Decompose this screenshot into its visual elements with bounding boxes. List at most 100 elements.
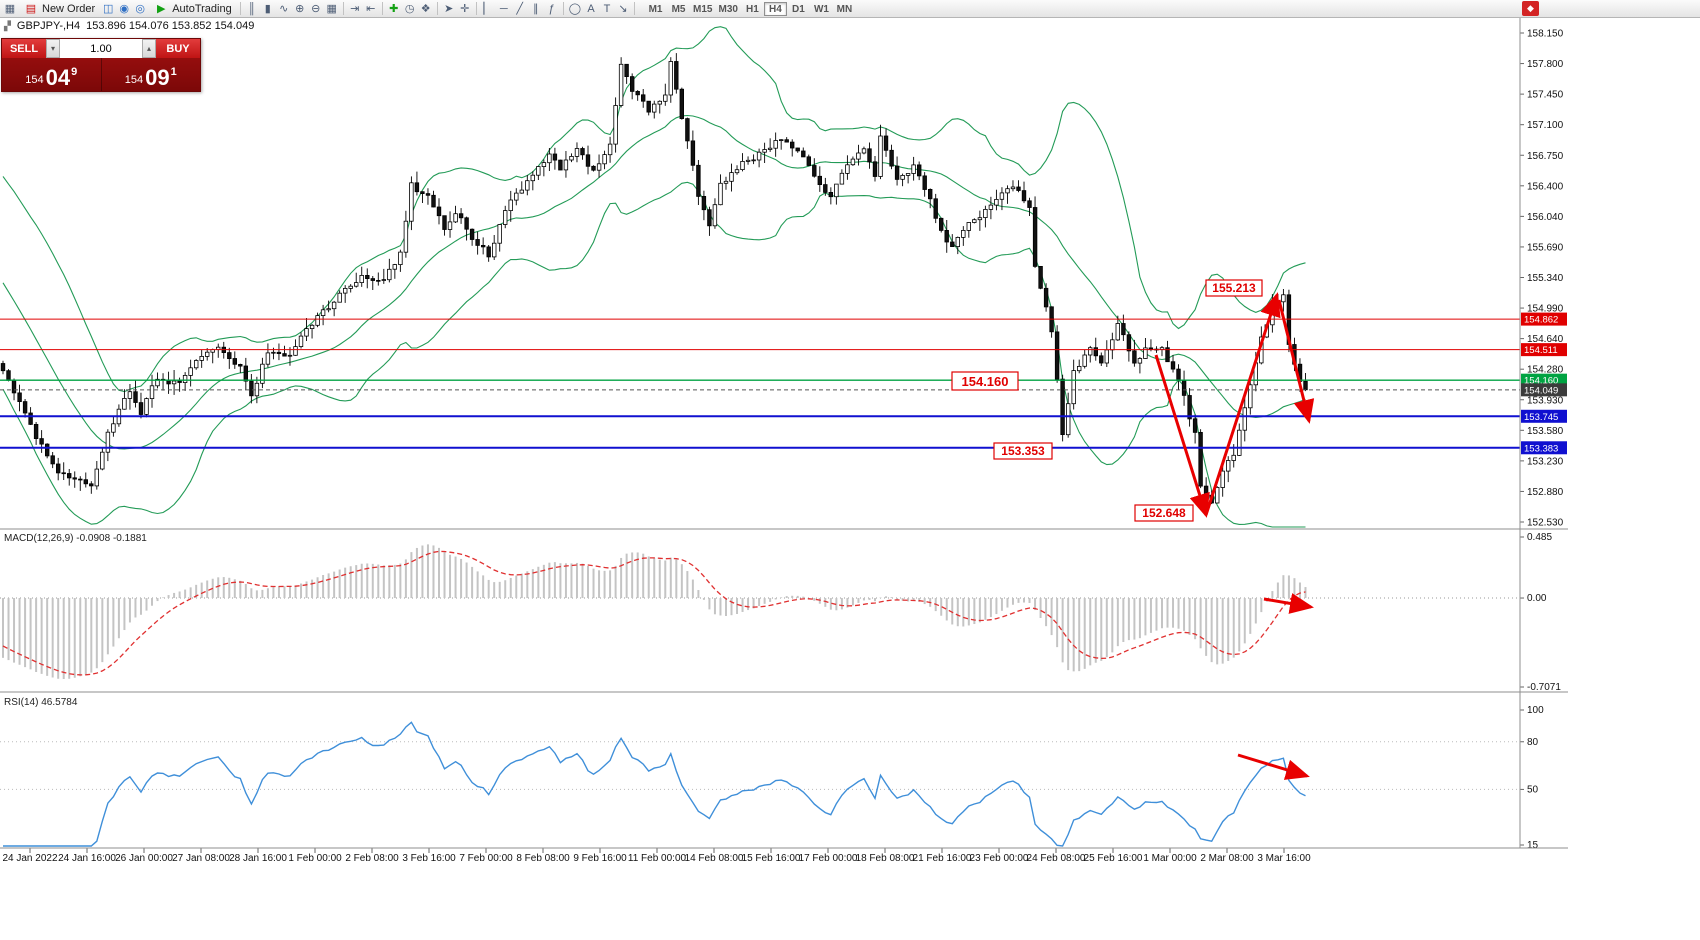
svg-text:154.280: 154.280 xyxy=(1527,365,1564,376)
new-order-button[interactable]: ▤ New Order xyxy=(18,1,100,16)
chart-title-icon: ▞ xyxy=(4,20,11,31)
line-chart-icon[interactable]: ∿ xyxy=(279,3,289,15)
trendline-icon[interactable]: ╱ xyxy=(516,3,524,15)
price-chart-canvas[interactable]: MACD(12,26,9) -0.0908 -0.1881 0.485 0.00 -0… xyxy=(0,18,1568,935)
toolbar-separator xyxy=(342,2,344,15)
svg-text:155.690: 155.690 xyxy=(1527,242,1564,253)
timeframe-MN[interactable]: MN xyxy=(836,3,853,15)
svg-text:27 Jan 08:00: 27 Jan 08:00 xyxy=(172,853,230,864)
svg-text:156.040: 156.040 xyxy=(1527,212,1564,223)
svg-text:154.049: 154.049 xyxy=(1524,385,1558,396)
svg-text:21 Feb 16:00: 21 Feb 16:00 xyxy=(913,853,972,864)
trend-annotations: 155.213 154.160 153.353 152.648 xyxy=(951,279,1315,780)
volume-input[interactable] xyxy=(60,39,142,58)
svg-text:25 Feb 16:00: 25 Feb 16:00 xyxy=(1084,853,1143,864)
volume-down-button[interactable]: ▾ xyxy=(46,39,60,58)
buy-button[interactable]: BUY xyxy=(156,39,200,58)
chart-ohlc: 153.896 154.076 153.852 154.049 xyxy=(86,20,255,32)
horizontal-line-icon[interactable]: ─ xyxy=(499,2,508,15)
cursor-icon[interactable]: ➤ xyxy=(444,3,454,15)
chart-symbol: GBPJPY-,H4 xyxy=(16,20,81,32)
bar-chart-icon[interactable]: ║ xyxy=(247,2,256,15)
text-label-icon[interactable]: T xyxy=(603,2,611,15)
svg-text:1 Mar 00:00: 1 Mar 00:00 xyxy=(1143,853,1197,864)
chart-shift-icon[interactable]: ⇤ xyxy=(366,3,376,15)
timeframe-M30[interactable]: M30 xyxy=(718,3,738,15)
arrows-icon[interactable]: ↘ xyxy=(618,3,628,15)
buy-price-prefix: 154 xyxy=(124,74,144,86)
new-chart-icon[interactable]: ▦ xyxy=(4,3,16,15)
timeframe-M15[interactable]: M15 xyxy=(693,3,713,15)
channel-icon[interactable]: ∥ xyxy=(532,3,539,15)
toolbar-separator xyxy=(475,2,477,15)
fibonacci-icon[interactable]: ƒ xyxy=(548,2,555,15)
trade-prices: 154 04 9 154 09 1 xyxy=(2,58,200,91)
navigator-icon[interactable]: ◎ xyxy=(135,3,145,15)
market-watch-icon[interactable]: ◉ xyxy=(119,3,129,15)
timeframe-D1[interactable]: D1 xyxy=(792,3,805,15)
profiles-icon[interactable]: ◫ xyxy=(102,3,114,15)
candlesticks xyxy=(0,53,1308,505)
svg-text:24 Feb 08:00: 24 Feb 08:00 xyxy=(1027,853,1086,864)
svg-text:26 Jan 00:00: 26 Jan 00:00 xyxy=(115,853,173,864)
svg-text:24 Jan 2022: 24 Jan 2022 xyxy=(2,853,57,864)
svg-text:153.930: 153.930 xyxy=(1527,395,1564,406)
timeframe-M5[interactable]: M5 xyxy=(671,3,686,15)
text-icon[interactable]: A xyxy=(587,2,595,15)
autotrading-label: AutoTrading xyxy=(172,2,232,15)
autotrading-button[interactable]: ▶ AutoTrading xyxy=(148,1,237,16)
svg-text:RSI(14) 46.5784: RSI(14) 46.5784 xyxy=(4,697,78,708)
zoom-out-icon[interactable]: ⊖ xyxy=(311,3,321,15)
auto-scroll-icon[interactable]: ⇥ xyxy=(350,3,360,15)
volume-up-button[interactable]: ▴ xyxy=(142,39,156,58)
svg-text:156.750: 156.750 xyxy=(1527,151,1564,162)
timeframe-H1[interactable]: H1 xyxy=(746,3,759,15)
svg-text:15: 15 xyxy=(1527,840,1539,851)
new-order-label: New Order xyxy=(42,2,96,15)
svg-text:1 Feb 00:00: 1 Feb 00:00 xyxy=(288,853,342,864)
sell-price-sup: 9 xyxy=(71,66,78,78)
toolbar-separator xyxy=(634,2,636,15)
crosshair-icon[interactable]: ✛ xyxy=(460,3,470,15)
chart-title: ▞ GBPJPY-,H4 153.896 154.076 153.852 154… xyxy=(4,20,254,32)
community-icon[interactable]: ◆ xyxy=(1522,1,1539,16)
svg-text:158.150: 158.150 xyxy=(1527,29,1564,40)
timeframe-toolbar: M1 M5 M15 M30 H1 H4 D1 W1 MN xyxy=(644,1,856,16)
svg-text:153.353: 153.353 xyxy=(1001,444,1045,458)
sell-button[interactable]: SELL xyxy=(2,39,46,58)
toolbar-separator xyxy=(239,2,241,15)
timeframe-M1[interactable]: M1 xyxy=(648,3,663,15)
timeframe-W1[interactable]: W1 xyxy=(813,3,829,15)
panel-separators xyxy=(0,18,1568,849)
zoom-in-icon[interactable]: ⊕ xyxy=(295,3,305,15)
sell-price[interactable]: 154 04 9 xyxy=(2,58,101,91)
periods-icon[interactable]: ◷ xyxy=(404,3,415,15)
svg-text:157.800: 157.800 xyxy=(1527,59,1564,70)
svg-text:7 Feb 00:00: 7 Feb 00:00 xyxy=(459,853,513,864)
tile-windows-icon[interactable]: ▦ xyxy=(326,3,337,15)
svg-text:156.400: 156.400 xyxy=(1527,181,1564,192)
macd-panel: MACD(12,26,9) -0.0908 -0.1881 0.485 0.00 -0… xyxy=(0,532,1561,693)
level-lines xyxy=(0,318,1520,449)
shapes-icon[interactable]: ◯ xyxy=(568,3,582,15)
svg-text:0.00: 0.00 xyxy=(1527,593,1547,604)
chart-area[interactable]: ▞ GBPJPY-,H4 153.896 154.076 153.852 154… xyxy=(0,18,1568,935)
svg-text:155.340: 155.340 xyxy=(1527,273,1564,284)
svg-text:153.230: 153.230 xyxy=(1527,456,1564,467)
indicators-add-icon[interactable]: ✚ xyxy=(389,3,399,15)
timeframe-H4[interactable]: H4 xyxy=(763,1,787,16)
sell-price-big: 04 xyxy=(45,65,71,91)
svg-text:2 Mar 08:00: 2 Mar 08:00 xyxy=(1200,853,1254,864)
toolbar-separator xyxy=(436,2,438,15)
templates-icon[interactable]: ❖ xyxy=(420,3,431,15)
svg-text:80: 80 xyxy=(1527,737,1539,748)
svg-text:154.511: 154.511 xyxy=(1524,345,1558,356)
svg-text:153.383: 153.383 xyxy=(1524,443,1558,454)
order-icon: ▤ xyxy=(25,3,37,15)
svg-text:18 Feb 08:00: 18 Feb 08:00 xyxy=(856,853,915,864)
vertical-line-icon[interactable]: ▏ xyxy=(483,3,492,15)
candlestick-chart-icon[interactable]: ▮ xyxy=(264,3,271,15)
buy-price[interactable]: 154 09 1 xyxy=(100,58,201,91)
toolbar-separator xyxy=(381,2,383,15)
